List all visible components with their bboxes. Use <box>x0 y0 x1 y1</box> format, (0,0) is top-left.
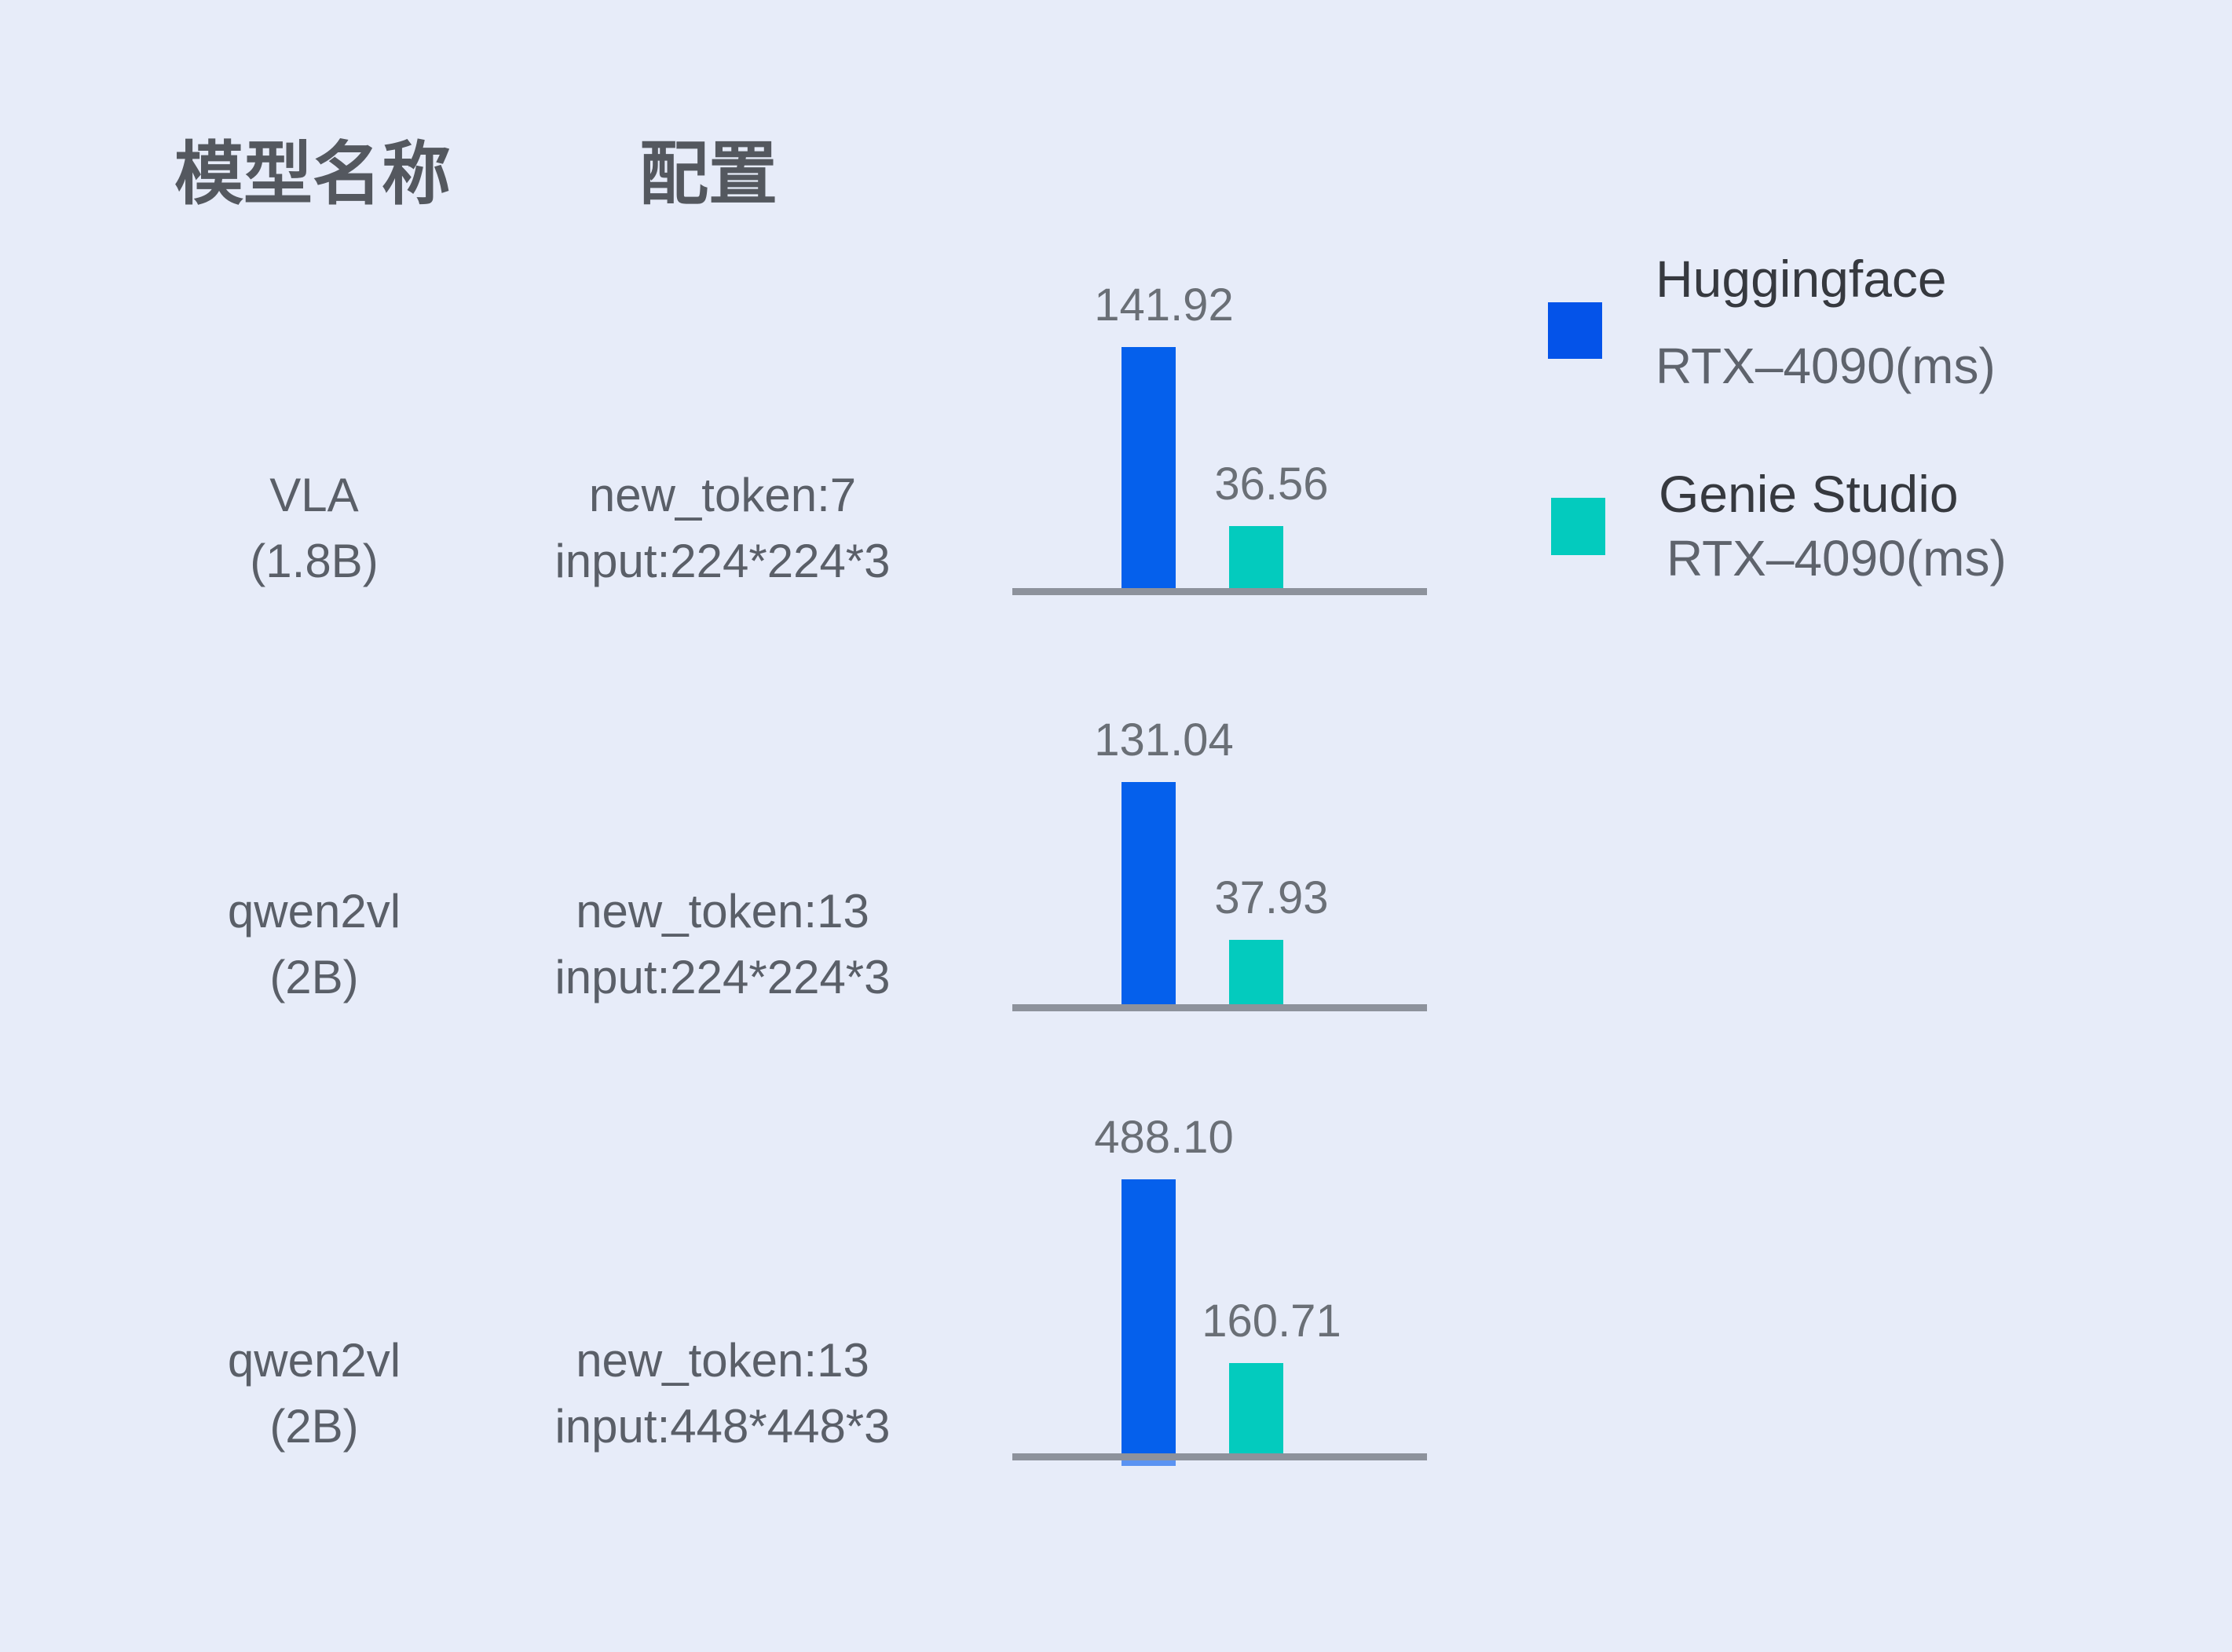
baseline-axis <box>1012 1004 1427 1011</box>
huggingface-value-label: 131.04 <box>1094 715 1234 766</box>
huggingface-value-label: 488.10 <box>1094 1112 1234 1163</box>
row-bar-chart: 141.92 36.56 <box>1012 196 1427 595</box>
genie-studio-value-label: 36.56 <box>1214 459 1329 510</box>
model-name-line2: (2B) <box>269 1400 359 1453</box>
benchmark-row-qwen2vl-448: qwen2vl (2B) new_token:13 input:448*448*… <box>0 1061 2232 1466</box>
genie-studio-value-label: 160.71 <box>1202 1296 1341 1347</box>
huggingface-legend-device: RTX–4090(ms) <box>1656 338 1996 394</box>
config-column-header: 配置 <box>639 135 778 213</box>
benchmark-row-qwen2vl-224: qwen2vl (2B) new_token:13 input:224*224*… <box>0 612 2232 1011</box>
baseline-axis <box>1012 588 1427 595</box>
config-new-token: new_token:7 <box>588 469 857 521</box>
row-bar-chart: 131.04 37.93 <box>1012 612 1427 1011</box>
config-cell: new_token:13 input:448*448*3 <box>503 1328 942 1460</box>
genie-studio-legend-swatch <box>1551 498 1605 555</box>
huggingface-bar <box>1121 347 1176 588</box>
genie-studio-bar <box>1229 526 1283 588</box>
huggingface-legend-label: Huggingface <box>1656 250 1947 308</box>
huggingface-bar <box>1121 1179 1176 1453</box>
model-name-column-header: 模型名称 <box>174 135 452 213</box>
genie-studio-bar <box>1229 1363 1283 1453</box>
huggingface-legend-swatch <box>1548 302 1602 359</box>
genie-studio-legend-device: RTX–4090(ms) <box>1667 530 2007 587</box>
baseline-axis <box>1012 1453 1427 1460</box>
model-name-line1: qwen2vl <box>227 1334 401 1387</box>
genie-studio-legend-label: Genie Studio <box>1659 465 1959 523</box>
huggingface-value-label: 141.92 <box>1094 280 1234 331</box>
config-input-size: input:448*448*3 <box>554 1400 891 1453</box>
genie-studio-bar <box>1229 940 1283 1004</box>
config-new-token: new_token:13 <box>576 885 869 937</box>
row-bar-chart: 488.10 160.71 <box>1012 1061 1427 1466</box>
bar-overflow-tail <box>1121 1460 1176 1466</box>
config-input-size: input:224*224*3 <box>554 951 891 1003</box>
huggingface-bar <box>1121 782 1176 1004</box>
model-name-line1: qwen2vl <box>227 885 401 937</box>
model-name-line1: VLA <box>269 469 359 521</box>
config-cell: new_token:7 input:224*224*3 <box>503 462 942 594</box>
config-input-size: input:224*224*3 <box>554 535 891 587</box>
model-name-line2: (2B) <box>269 951 359 1003</box>
model-name-cell: VLA (1.8B) <box>181 462 448 594</box>
benchmark-row-vla-1-8b: VLA (1.8B) new_token:7 input:224*224*3 1… <box>0 196 2232 595</box>
model-name-cell: qwen2vl (2B) <box>181 1328 448 1460</box>
config-cell: new_token:13 input:224*224*3 <box>503 879 942 1011</box>
model-name-cell: qwen2vl (2B) <box>181 879 448 1011</box>
model-name-line2: (1.8B) <box>250 535 379 587</box>
config-new-token: new_token:13 <box>576 1334 869 1387</box>
genie-studio-value-label: 37.93 <box>1214 872 1329 923</box>
